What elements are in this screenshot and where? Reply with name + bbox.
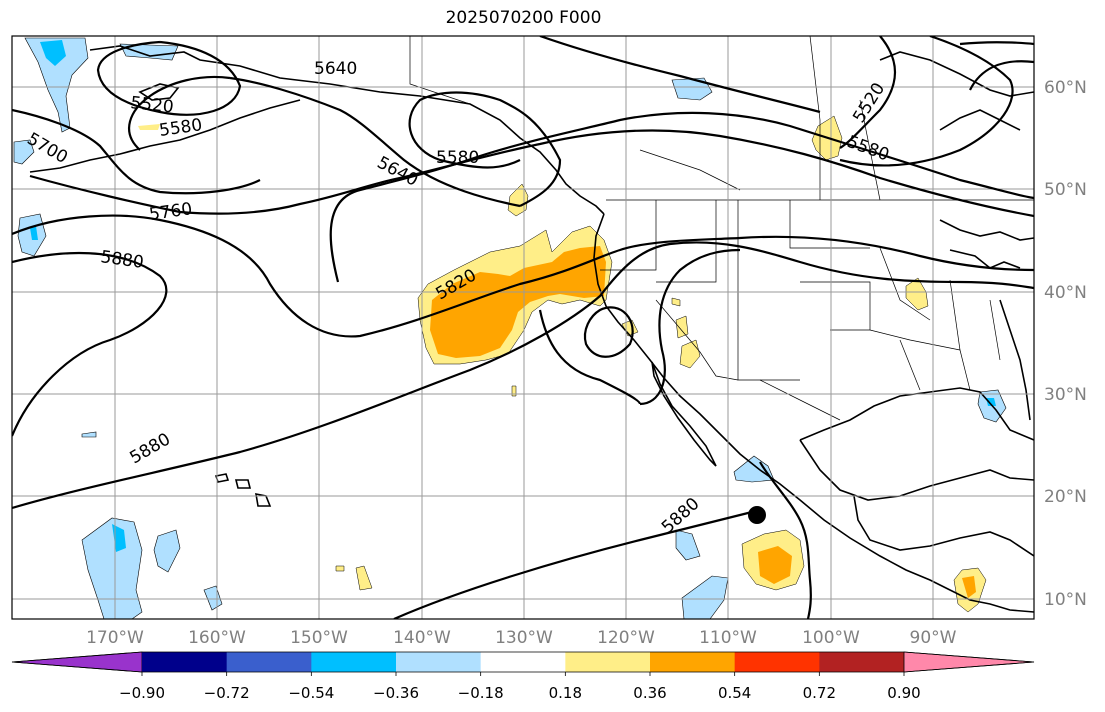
contour-label: 5640 (314, 59, 357, 79)
colorbar-tick-label: 0.18 (549, 684, 582, 702)
colorbar-tick-label: −0.54 (288, 684, 334, 702)
lon-label: 140°W (393, 628, 451, 648)
lat-label: 50°N (1044, 180, 1087, 200)
colorbar-segment (142, 652, 228, 672)
colorbar-segment (396, 652, 482, 672)
colorbar-tick-label: 0.72 (803, 684, 836, 702)
lon-label: 120°W (597, 628, 655, 648)
colorbar-extend-high (903, 651, 1035, 673)
colorbar-segment (565, 652, 651, 672)
colorbar-segment (226, 652, 312, 672)
lat-label: 20°N (1044, 487, 1087, 507)
map-title: 2025070200 F000 (445, 8, 602, 28)
colorbar: −0.90 −0.72 −0.54 −0.36 −0.18 0.18 0.36 0.54 0.7… (11, 651, 1035, 702)
colorbar-segment (819, 652, 905, 672)
positive-shading (138, 115, 987, 613)
location-marker (748, 506, 766, 524)
lat-label: 10°N (1044, 590, 1087, 610)
height-contours (12, 36, 1034, 619)
colorbar-tick-label: −0.72 (204, 684, 250, 702)
lon-axis: 170°W 160°W 150°W 140°W 130°W 120°W 110°… (86, 628, 957, 648)
map-frame (11, 35, 1035, 620)
lon-label: 160°W (188, 628, 246, 648)
colorbar-tick-label: −0.90 (119, 684, 165, 702)
lat-label: 60°N (1044, 78, 1087, 98)
colorbar-segment (734, 652, 820, 672)
contour-label: 5580 (436, 148, 479, 168)
lat-label: 30°N (1044, 385, 1087, 405)
lat-label: 40°N (1044, 283, 1087, 303)
colorbar-extend-low (11, 651, 143, 673)
colorbar-segment (480, 652, 566, 672)
colorbar-tick-label: −0.36 (373, 684, 419, 702)
lon-label: 130°W (495, 628, 553, 648)
lon-label: 110°W (699, 628, 757, 648)
lon-label: 150°W (290, 628, 348, 648)
graticule (12, 36, 1034, 619)
lon-label: 100°W (802, 628, 860, 648)
lon-label: 90°W (910, 628, 957, 648)
colorbar-tick-label: 0.90 (887, 684, 920, 702)
colorbar-tick-label: −0.18 (458, 684, 504, 702)
colorbar-segment (311, 652, 397, 672)
colorbar-segment (650, 652, 736, 672)
colorbar-tick-label: 0.36 (633, 684, 666, 702)
lon-label: 170°W (86, 628, 144, 648)
contour-label: 5520 (129, 93, 174, 117)
colorbar-tick-label: 0.54 (718, 684, 751, 702)
lat-axis: 10°N 20°N 30°N 40°N 50°N 60°N (1044, 78, 1087, 610)
